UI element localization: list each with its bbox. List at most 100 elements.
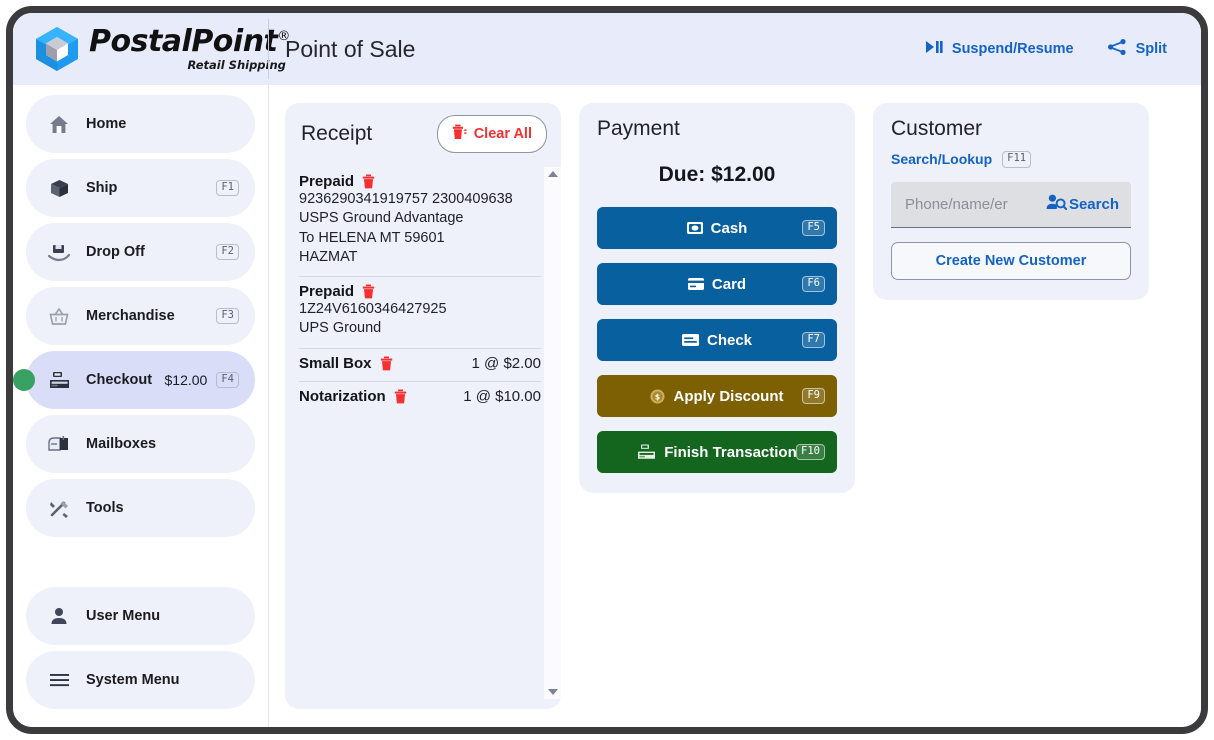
- cash-button[interactable]: Cash F5: [597, 207, 837, 249]
- receipt-scrollbar[interactable]: [544, 167, 561, 699]
- receipt-item-list: Prepaid 9236290341919757 2300409638 USPS…: [285, 167, 557, 414]
- sidebar-item-checkout[interactable]: Checkout $12.00 F4: [13, 351, 255, 409]
- package-icon: [46, 179, 72, 198]
- cube-hexagon-logo-icon: [35, 26, 79, 72]
- card-button[interactable]: Card F6: [597, 263, 837, 305]
- sidebar-item-home[interactable]: Home: [26, 95, 255, 153]
- home-icon: [46, 115, 72, 134]
- receipt-item-name: Prepaid: [299, 283, 355, 301]
- receipt-item-header: Notarization 1 @ $10.00: [299, 388, 541, 405]
- device-frame: PostalPoint® Retail Shipping Point of Sa…: [6, 6, 1208, 734]
- create-new-customer-label: Create New Customer: [935, 252, 1087, 269]
- finish-transaction-label: Finish Transaction: [664, 443, 797, 461]
- drop-off-icon: [46, 243, 72, 262]
- sidebar-item-tools[interactable]: Tools: [26, 479, 255, 537]
- discount-coin-icon: $: [650, 389, 665, 404]
- cash-register-icon: [637, 444, 656, 460]
- sidebar-label-drop-off: Drop Off: [86, 244, 145, 260]
- sidebar-item-merchandise[interactable]: Merchandise F3: [26, 287, 255, 345]
- basket-icon: [46, 307, 72, 326]
- receipt-item-header: Prepaid: [299, 173, 541, 190]
- receipt-item-left: Prepaid: [299, 173, 375, 190]
- svg-text:$: $: [655, 392, 660, 401]
- trash-icon[interactable]: [380, 356, 393, 371]
- sidebar-fkey-ship: F1: [216, 179, 239, 197]
- finish-transaction-button[interactable]: Finish Transaction F10: [597, 431, 837, 473]
- main-content: Receipt Clear All: [269, 85, 1201, 727]
- clear-all-label: Clear All: [473, 126, 532, 142]
- sidebar-fkey-checkout: F4: [216, 371, 239, 389]
- receipt-item-header: Prepaid: [299, 283, 541, 300]
- receipt-header: Receipt Clear All: [285, 115, 561, 153]
- tools-icon: [46, 499, 72, 518]
- receipt-item-left: Prepaid: [299, 283, 375, 300]
- customer-title: Customer: [891, 117, 983, 140]
- receipt-item-name: Notarization: [299, 387, 386, 405]
- check-button[interactable]: Check F7: [597, 319, 837, 361]
- brand-logo-area: PostalPoint® Retail Shipping: [13, 13, 290, 85]
- receipt-item-line: USPS Ground Advantage: [299, 210, 464, 227]
- sidebar-label-checkout: Checkout: [86, 372, 153, 388]
- sidebar-fkey-drop-off: F2: [216, 243, 239, 261]
- sidebar-item-mailboxes[interactable]: Mailboxes: [26, 415, 255, 473]
- sidebar-label-user-menu: User Menu: [86, 608, 161, 624]
- trash-icon[interactable]: [362, 284, 375, 299]
- receipt-item-header: Small Box 1 @ $2.00: [299, 355, 541, 372]
- customer-lookup-label[interactable]: Search/Lookup: [891, 151, 993, 168]
- scroll-up-arrow-icon[interactable]: [547, 171, 558, 177]
- user-icon: [46, 607, 72, 625]
- create-new-customer-button[interactable]: Create New Customer: [891, 241, 1131, 280]
- sidebar-item-ship[interactable]: Ship F1: [26, 159, 255, 217]
- trash-icon: [452, 124, 467, 144]
- finish-transaction-fkey: F10: [796, 443, 825, 461]
- check-icon: [681, 334, 699, 346]
- credit-card-icon: [687, 278, 704, 290]
- registered-mark: ®: [277, 28, 290, 44]
- apply-discount-label: Apply Discount: [673, 387, 784, 405]
- trash-icon[interactable]: [362, 174, 375, 189]
- receipt-item-left: Small Box: [299, 355, 393, 372]
- split-label: Split: [1135, 41, 1167, 57]
- sidebar-item-drop-off[interactable]: Drop Off F2: [26, 223, 255, 281]
- customer-search-button[interactable]: Search: [1046, 194, 1119, 214]
- payment-panel: Payment Due: $12.00 Cash F5 Card F6: [579, 103, 855, 493]
- receipt-item-line: To HELENA MT 59601: [299, 229, 445, 246]
- check-fkey: F7: [802, 331, 825, 349]
- sidebar-label-mailboxes: Mailboxes: [86, 436, 157, 452]
- scroll-down-arrow-icon[interactable]: [547, 689, 558, 695]
- receipt-item-line: UPS Ground: [299, 320, 382, 337]
- sidebar-item-system-menu[interactable]: System Menu: [26, 651, 255, 709]
- apply-discount-button[interactable]: $ Apply Discount F9: [597, 375, 837, 417]
- receipt-title: Receipt: [301, 122, 373, 145]
- customer-panel: Customer Search/Lookup F11 Search Cr: [873, 103, 1149, 300]
- mailbox-icon: [46, 435, 72, 454]
- trash-icon[interactable]: [394, 389, 407, 404]
- receipt-item-name: Small Box: [299, 354, 372, 372]
- cash-icon: [686, 222, 703, 234]
- suspend-resume-button[interactable]: Suspend/Resume: [925, 40, 1074, 58]
- receipt-item-qty: 1 @ $10.00: [463, 387, 541, 405]
- clear-all-button[interactable]: Clear All: [436, 115, 547, 153]
- receipt-panel: Receipt Clear All: [285, 103, 561, 709]
- receipt-item[interactable]: Prepaid 9236290341919757 2300409638 USPS…: [299, 167, 541, 278]
- amount-due: Due: $12.00: [658, 163, 776, 186]
- payment-title: Payment: [597, 117, 680, 140]
- active-status-dot: [13, 369, 35, 391]
- brand-tagline: Retail Shipping: [187, 57, 286, 72]
- receipt-item[interactable]: Prepaid 1Z24V6160346427925 UPS Ground: [299, 277, 541, 349]
- customer-lookup-row: Search/Lookup F11: [891, 151, 1131, 168]
- card-label: Card: [711, 275, 747, 293]
- receipt-item-line: 1Z24V6160346427925: [299, 301, 447, 318]
- top-bar-actions: Suspend/Resume Split: [925, 39, 1201, 59]
- receipt-item[interactable]: Small Box 1 @ $2.00: [299, 349, 541, 382]
- sidebar-label-home: Home: [86, 116, 127, 132]
- app-body: Home Ship F1 Drop Off F2 Mer: [13, 85, 1201, 727]
- receipt-item[interactable]: Notarization 1 @ $10.00: [299, 382, 541, 414]
- split-button[interactable]: Split: [1107, 39, 1167, 59]
- customer-search-input[interactable]: [905, 195, 1046, 213]
- app-screen: PostalPoint® Retail Shipping Point of Sa…: [13, 13, 1201, 727]
- apply-discount-fkey: F9: [802, 387, 825, 405]
- cash-register-icon: [46, 371, 72, 390]
- sidebar-spacer: [26, 543, 255, 587]
- sidebar-item-user-menu[interactable]: User Menu: [26, 587, 255, 645]
